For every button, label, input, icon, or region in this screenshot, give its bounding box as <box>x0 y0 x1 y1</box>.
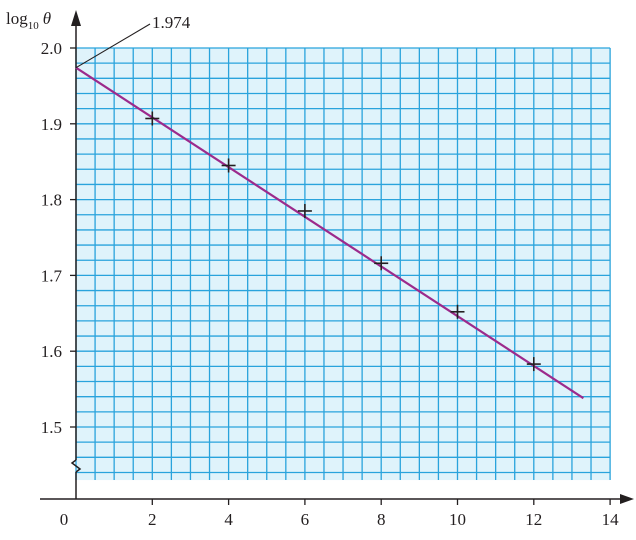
data-point <box>297 203 312 218</box>
y-tick-label: 1.5 <box>41 418 62 437</box>
grid <box>75 47 611 481</box>
data-point <box>374 256 389 271</box>
x-tick-label: 12 <box>525 510 542 529</box>
y-axis-break-mark <box>70 459 82 473</box>
data-point <box>450 304 465 319</box>
y-tick-label: 1.8 <box>41 191 62 210</box>
data-point <box>526 357 541 372</box>
data-point <box>145 111 160 126</box>
y-tick-label: 1.6 <box>41 342 62 361</box>
x-tick-label: 10 <box>449 510 466 529</box>
x-tick-label: 0 <box>60 510 69 529</box>
y-tick-label: 2.0 <box>41 39 62 58</box>
x-tick-label: 14 <box>602 510 620 529</box>
annotation-intercept-label: 1.974 <box>152 13 191 32</box>
fit-line <box>75 66 584 400</box>
x-axis-arrow <box>620 494 634 504</box>
data-point <box>221 158 236 173</box>
x-tick-label: 2 <box>148 510 157 529</box>
data-points <box>145 111 541 372</box>
annotation-leader-line <box>75 23 151 69</box>
annotations: 1.974 <box>75 13 191 69</box>
y-axis-arrow <box>71 10 81 26</box>
fit-line-group <box>75 66 584 400</box>
tick-labels: 0 2 4 6 8 10 12 14 1.5 1.6 1.7 1.8 1.9 2.0 log10 θ <box>6 9 619 529</box>
x-tick-label: 8 <box>377 510 386 529</box>
y-tick-label: 1.7 <box>41 266 63 285</box>
x-tick-label: 4 <box>224 510 233 529</box>
x-tick-label: 6 <box>301 510 310 529</box>
axes <box>40 10 634 504</box>
y-tick-label: 1.9 <box>41 115 62 134</box>
y-axis-label: log10 θ <box>6 9 51 32</box>
